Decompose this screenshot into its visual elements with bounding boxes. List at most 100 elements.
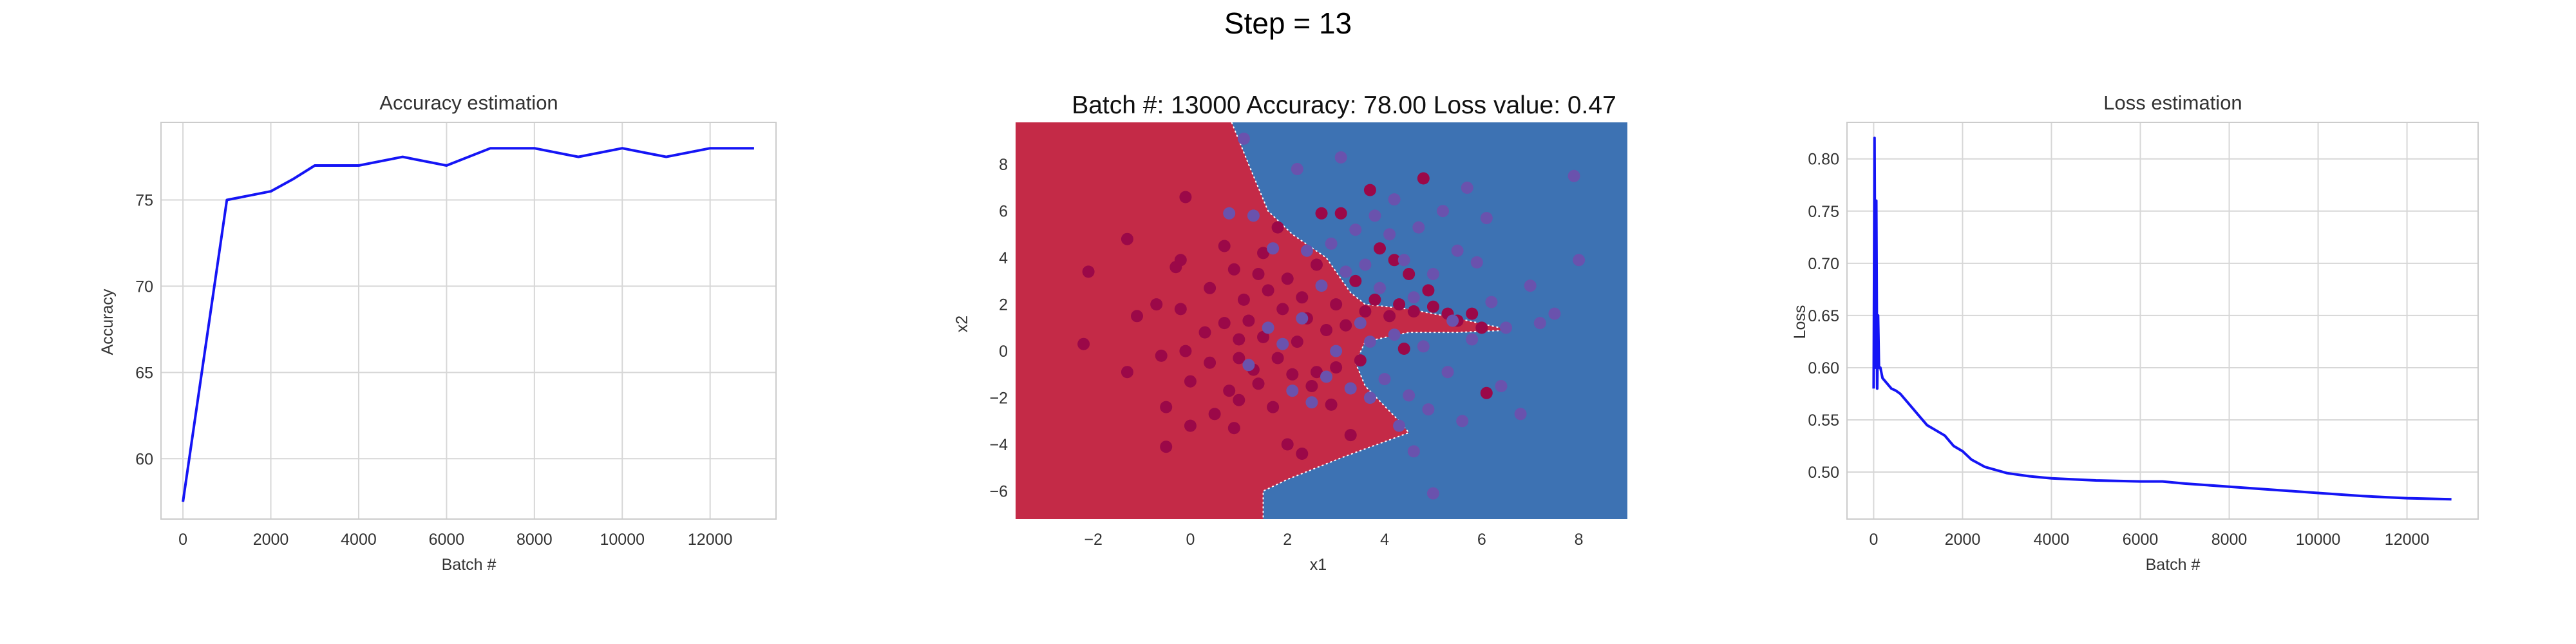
loss-y-tick-label: 0.65 <box>1808 307 1839 325</box>
scatter-point <box>1325 398 1338 411</box>
scatter-point <box>1403 268 1416 280</box>
scatter-point <box>1276 337 1289 350</box>
scatter-point <box>1320 324 1332 336</box>
scatter-series-1 <box>1223 132 1586 500</box>
loss-y-tick-label: 0.60 <box>1808 359 1839 377</box>
accuracy-grid <box>161 122 776 519</box>
scatter-point <box>1368 209 1381 222</box>
scatter-point <box>1426 300 1439 313</box>
scatter-point <box>1344 382 1357 395</box>
scatter-point <box>1426 268 1439 280</box>
scatter-point <box>1334 151 1347 164</box>
scatter-point <box>1446 314 1459 327</box>
accuracy-line <box>182 147 754 502</box>
accuracy-x-tick-label: 8000 <box>516 531 553 549</box>
loss-y-tick-label: 0.50 <box>1808 464 1839 482</box>
scatter-point <box>1077 337 1090 350</box>
scatter-point <box>1514 408 1527 421</box>
scatter-point <box>1397 343 1410 355</box>
x1-tick-label: 6 <box>1477 531 1486 549</box>
loss-x-tick-label: 2000 <box>1945 531 1981 549</box>
scatter-point <box>1160 440 1173 453</box>
scatter-point <box>1363 392 1376 404</box>
scatter-point <box>1363 184 1376 196</box>
loss-frame <box>1846 122 2479 520</box>
accuracy-x-tick-label: 6000 <box>429 531 465 549</box>
scatter-point <box>1315 279 1328 292</box>
scatter-point <box>1403 389 1416 402</box>
scatter-point <box>1354 317 1367 330</box>
scatter-point <box>1174 303 1187 316</box>
scatter-point <box>1354 354 1367 367</box>
accuracy-y-tick-label: 75 <box>135 192 153 210</box>
scatter-point <box>1349 274 1362 287</box>
scatter-point <box>1242 314 1255 327</box>
scatter-point <box>1475 321 1488 334</box>
scatter-point <box>1160 401 1173 413</box>
scatter-point <box>1276 303 1289 316</box>
x2-tick-label: −2 <box>989 390 1008 408</box>
loss-x-tick-label: 8000 <box>2211 531 2248 549</box>
loss-x-tick-label: 6000 <box>2123 531 2159 549</box>
accuracy-panel: Accuracy estimation Batch # Accuracy 0 20… <box>99 91 777 574</box>
scatter-point <box>1286 384 1299 397</box>
scatter-point <box>1267 242 1280 255</box>
loss-y-tick-label: 0.55 <box>1808 412 1839 430</box>
loss-grid <box>1847 122 2478 519</box>
scatter-point <box>1184 375 1197 388</box>
loss-x-tick-label: 4000 <box>2034 531 2070 549</box>
accuracy-y-tick-label: 60 <box>135 450 153 468</box>
scatter-point <box>1174 254 1187 267</box>
scatter-point <box>1422 284 1435 297</box>
loss-x-tick-label: 10000 <box>2296 531 2341 549</box>
scatter-point <box>1271 221 1284 234</box>
scatter-point <box>1257 247 1269 260</box>
scatter-point <box>1466 307 1479 320</box>
scatter-point <box>1485 296 1498 308</box>
scatter-point <box>1223 207 1236 220</box>
suptitle: Step = 13 <box>1224 6 1352 40</box>
scatter-point <box>1374 242 1386 255</box>
scatter-point <box>1368 293 1381 306</box>
decision-boundary-line <box>1231 122 1511 519</box>
loss-y-tick-label: 0.70 <box>1808 255 1839 273</box>
scatter-point <box>1131 310 1143 323</box>
scatter-point <box>1461 182 1473 194</box>
scatter-point <box>1227 263 1240 276</box>
scatter-series-0 <box>1077 172 1493 460</box>
accuracy-x-tick-label: 12000 <box>688 531 733 549</box>
scatter-point <box>1388 254 1401 267</box>
scatter-point <box>1286 368 1299 381</box>
x2-tick-label: 8 <box>999 156 1008 174</box>
scatter-point <box>1257 330 1269 343</box>
loss-x-tick-label: 0 <box>1869 531 1878 549</box>
scatter-point <box>1466 333 1479 346</box>
scatter-point <box>1198 326 1211 339</box>
accuracy-y-axis-label: Accuracy <box>99 289 117 355</box>
scatter-point <box>1417 172 1430 185</box>
scatter-point <box>1208 408 1221 421</box>
scatter-point <box>1242 359 1255 372</box>
scatter-point <box>1291 163 1303 175</box>
scatter-point <box>1330 298 1343 311</box>
scatter-point <box>1082 265 1095 278</box>
scatter-point <box>1567 169 1580 182</box>
scatter-point <box>1252 377 1265 390</box>
scatter-point <box>1204 356 1217 369</box>
scatter-point <box>1296 312 1309 325</box>
x2-tick-label: −4 <box>989 436 1008 454</box>
scatter-point <box>1311 258 1323 271</box>
scatter-point <box>1393 298 1406 311</box>
accuracy-y-tick-label: 70 <box>135 278 153 296</box>
accuracy-x-tick-label: 10000 <box>600 531 645 549</box>
scatter-point <box>1271 352 1284 365</box>
scatter-point <box>1451 244 1464 257</box>
loss-chart-title: Loss estimation <box>2103 91 2242 114</box>
scatter-point <box>1223 384 1236 397</box>
scatter-point <box>1480 386 1493 399</box>
scatter-point <box>1315 207 1328 220</box>
scatter-point <box>1233 352 1245 365</box>
scatter-point <box>1218 240 1231 252</box>
scatter-point <box>1344 429 1357 442</box>
